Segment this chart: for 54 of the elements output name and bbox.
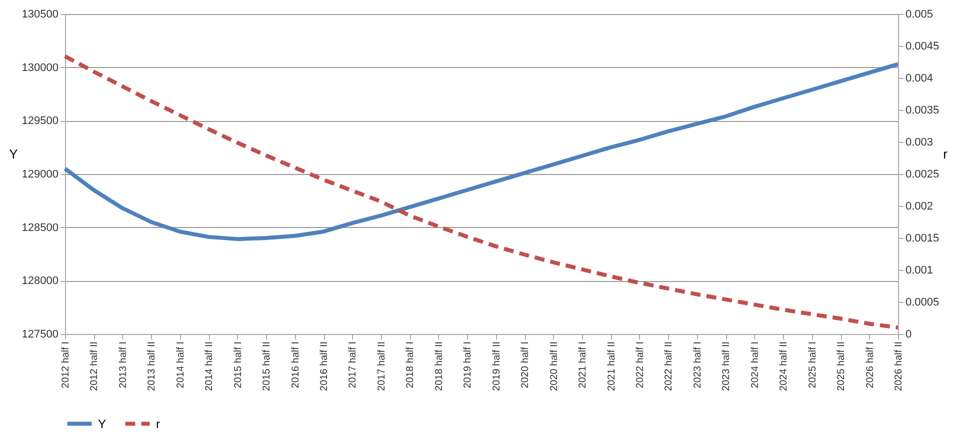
y2-tick-label: 0.005 (906, 8, 934, 20)
x-tick-label: 2016 half II (319, 342, 330, 391)
x-tick-label: 2021 half I (578, 342, 589, 388)
x-tick-label: 2022 half I (634, 342, 646, 388)
x-tick-label: 2024 half II (778, 342, 790, 391)
y-tick-label: 128500 (22, 222, 58, 234)
x-tick-label: 2020 half II (548, 342, 560, 391)
x-tick-label: 2018 half II (434, 342, 445, 391)
x-tick-label: 2012 half II (89, 342, 100, 391)
x-tick-label: 2022 half II (664, 342, 675, 391)
legend-label: r (156, 416, 160, 431)
x-tick-label: 2017 half I (348, 342, 359, 388)
legend-label: Y (98, 416, 106, 431)
y2-tick-label: 0 (906, 328, 912, 340)
y-axis-title: Y (9, 146, 18, 162)
y-tick-label: 129000 (22, 168, 58, 180)
y2-axis-title: r (943, 146, 948, 162)
x-tick-label: 2013 half I (118, 342, 129, 388)
y-tick-label: 130000 (22, 62, 58, 74)
y2-tick-label: 0.0025 (906, 168, 940, 180)
y-tick-label: 130500 (22, 8, 58, 20)
x-tick-label: 2019 half II (491, 342, 502, 391)
y2-tick-label: 0.002 (906, 200, 934, 212)
x-tick-label: 2013 half II (146, 342, 158, 391)
x-tick-label: 2014 half II (204, 342, 216, 391)
x-tick-label: 2025 half II (836, 342, 848, 391)
x-tick-label: 2015 half II (262, 342, 273, 391)
x-tick-label: 2025 half I (807, 342, 818, 388)
y2-tick-label: 0.003 (906, 136, 934, 148)
x-tick-label: 2014 half I (175, 342, 186, 388)
y-tick-label: 128000 (22, 275, 58, 288)
x-tick-label: 2015 half I (232, 342, 244, 388)
y2-tick-label: 0.0045 (906, 40, 940, 52)
x-tick-label: 2024 half I (750, 342, 761, 388)
x-tick-label: 2020 half I (520, 342, 532, 388)
y2-tick-label: 0.0005 (906, 296, 940, 308)
x-tick-label: 2016 half I (290, 342, 302, 388)
x-tick-label: 2017 half II (376, 342, 388, 391)
x-tick-label: 2012 half I (60, 342, 72, 388)
x-tick-label: 2021 half II (606, 342, 618, 391)
x-tick-label: 2018 half I (405, 342, 416, 388)
line-series (63, 62, 900, 242)
line-series (63, 54, 900, 330)
y2-tick-label: 0.0015 (906, 232, 940, 244)
y-tick-label: 129500 (22, 115, 58, 128)
y-tick-label: 127500 (22, 328, 58, 340)
x-tick-label: 2026 half I (864, 342, 876, 388)
x-tick-label: 2023 half II (721, 342, 732, 391)
x-tick-label: 2026 half II (894, 342, 904, 391)
x-tick-label: 2019 half I (462, 342, 474, 388)
y2-tick-label: 0.0035 (906, 104, 940, 116)
x-tick-label: 2023 half I (692, 342, 704, 388)
y2-tick-label: 0.004 (906, 72, 934, 84)
y2-tick-label: 0.001 (906, 264, 934, 276)
